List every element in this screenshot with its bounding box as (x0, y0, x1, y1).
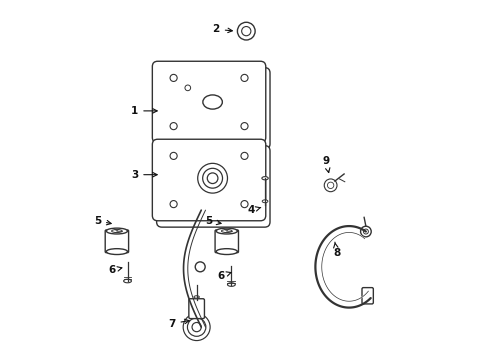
Text: 1: 1 (131, 106, 157, 116)
Circle shape (170, 123, 177, 130)
Circle shape (241, 75, 247, 81)
Ellipse shape (106, 249, 127, 255)
FancyBboxPatch shape (152, 61, 265, 143)
Circle shape (363, 229, 367, 234)
Text: 7: 7 (168, 319, 189, 329)
Circle shape (170, 152, 177, 159)
Circle shape (192, 323, 201, 332)
FancyBboxPatch shape (105, 230, 128, 253)
Circle shape (170, 201, 177, 208)
FancyBboxPatch shape (215, 230, 238, 253)
FancyBboxPatch shape (156, 145, 269, 227)
Ellipse shape (221, 230, 232, 233)
Text: 5: 5 (94, 216, 111, 226)
Circle shape (183, 314, 210, 341)
Text: 8: 8 (332, 242, 340, 258)
Circle shape (187, 318, 205, 336)
FancyBboxPatch shape (188, 299, 204, 319)
Circle shape (241, 123, 247, 130)
Text: 6: 6 (108, 265, 122, 275)
Ellipse shape (106, 228, 127, 234)
Circle shape (241, 152, 247, 159)
FancyBboxPatch shape (361, 288, 372, 304)
Circle shape (327, 182, 333, 189)
Ellipse shape (216, 249, 237, 255)
Circle shape (170, 75, 177, 81)
Ellipse shape (111, 230, 122, 233)
Ellipse shape (262, 200, 267, 203)
Text: 9: 9 (322, 156, 329, 172)
Circle shape (237, 22, 255, 40)
FancyBboxPatch shape (156, 68, 269, 149)
Ellipse shape (194, 296, 199, 298)
Circle shape (202, 168, 222, 188)
Text: 5: 5 (205, 216, 221, 226)
Circle shape (241, 27, 250, 36)
Text: 6: 6 (217, 271, 230, 281)
Ellipse shape (123, 279, 131, 283)
Text: 2: 2 (212, 24, 232, 34)
Circle shape (184, 85, 190, 91)
Text: 3: 3 (131, 170, 157, 180)
Ellipse shape (203, 95, 222, 109)
Text: 4: 4 (247, 205, 260, 215)
Circle shape (207, 173, 218, 184)
Ellipse shape (216, 228, 237, 234)
Circle shape (324, 179, 336, 192)
Circle shape (195, 262, 205, 272)
FancyBboxPatch shape (152, 139, 265, 221)
Circle shape (360, 226, 370, 237)
Ellipse shape (227, 283, 235, 286)
Circle shape (197, 163, 227, 193)
Circle shape (241, 201, 247, 208)
Ellipse shape (262, 177, 268, 180)
